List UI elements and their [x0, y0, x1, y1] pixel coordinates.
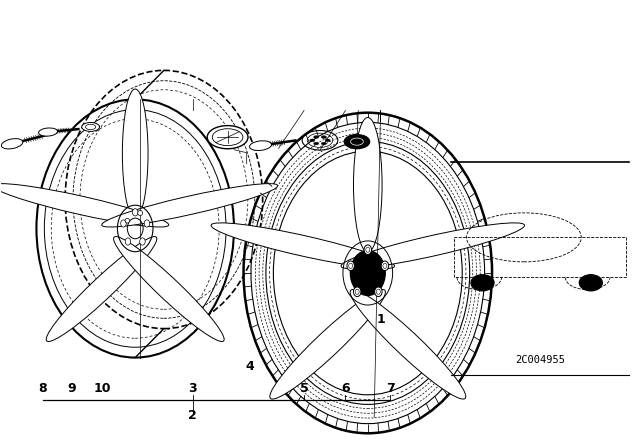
Text: 5: 5 [300, 382, 308, 395]
Ellipse shape [144, 220, 150, 227]
Ellipse shape [381, 261, 388, 271]
Ellipse shape [353, 287, 361, 297]
Text: 10: 10 [93, 382, 111, 395]
Ellipse shape [350, 289, 466, 399]
Ellipse shape [82, 122, 100, 131]
Ellipse shape [122, 89, 148, 218]
Ellipse shape [314, 136, 319, 138]
Ellipse shape [353, 117, 382, 252]
Ellipse shape [132, 209, 138, 216]
Circle shape [471, 275, 494, 291]
Ellipse shape [125, 238, 131, 245]
Text: 6: 6 [341, 382, 350, 395]
Text: 4: 4 [246, 360, 254, 373]
Ellipse shape [341, 223, 525, 269]
Text: 7: 7 [386, 382, 394, 395]
Ellipse shape [102, 184, 278, 227]
Ellipse shape [314, 142, 319, 145]
Ellipse shape [310, 139, 315, 142]
Ellipse shape [211, 223, 394, 269]
Ellipse shape [0, 184, 169, 227]
Ellipse shape [38, 128, 58, 136]
Ellipse shape [125, 218, 129, 223]
Ellipse shape [350, 250, 385, 295]
Text: 9: 9 [67, 382, 76, 395]
Ellipse shape [138, 211, 143, 215]
Text: 2: 2 [188, 409, 197, 422]
Ellipse shape [270, 289, 385, 399]
Text: 1: 1 [376, 313, 385, 326]
Text: 3: 3 [188, 382, 197, 395]
Text: 8: 8 [38, 382, 47, 395]
Ellipse shape [344, 134, 370, 149]
Ellipse shape [121, 220, 126, 227]
Ellipse shape [325, 139, 330, 142]
Ellipse shape [1, 138, 23, 149]
Ellipse shape [140, 238, 145, 245]
Ellipse shape [374, 287, 382, 297]
Text: 2C004955: 2C004955 [515, 355, 565, 365]
Ellipse shape [46, 237, 157, 341]
Ellipse shape [207, 125, 248, 149]
Ellipse shape [347, 261, 355, 271]
Ellipse shape [113, 237, 224, 341]
Ellipse shape [321, 142, 326, 145]
Ellipse shape [321, 136, 326, 138]
Ellipse shape [364, 245, 371, 254]
Ellipse shape [250, 141, 271, 151]
Circle shape [579, 275, 602, 291]
